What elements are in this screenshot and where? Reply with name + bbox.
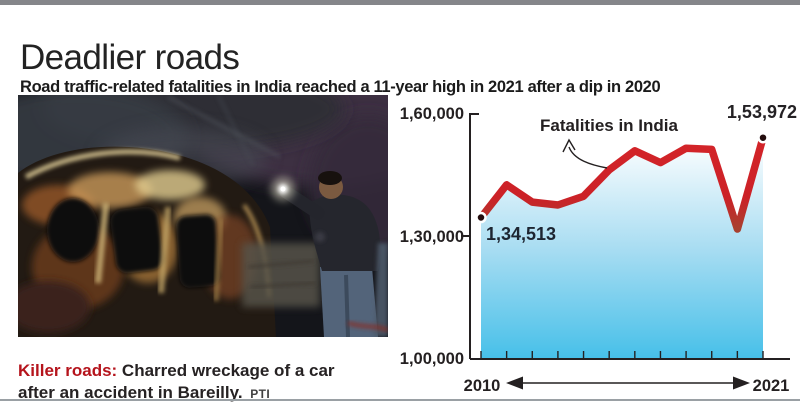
x-end-label: 2021 xyxy=(753,377,790,395)
x-range: 2010 2021 xyxy=(464,376,790,395)
jacket xyxy=(309,194,381,271)
accident-photo-illustration xyxy=(18,95,388,337)
jeans xyxy=(320,267,378,337)
data-point-2021 xyxy=(757,131,769,144)
series-label-arrow xyxy=(562,138,608,169)
range-arrow-left-head xyxy=(506,376,523,390)
caption-lead: Killer roads: xyxy=(18,361,118,380)
window-opening xyxy=(110,206,164,274)
jacket-logo xyxy=(315,232,325,242)
charred-car xyxy=(18,146,276,337)
last-value-label: 1,53,972 xyxy=(727,102,797,122)
flashlight-glow xyxy=(271,177,295,201)
caption-text: Charred wreckage of a car after an accid… xyxy=(18,361,335,403)
page-subtitle: Road traffic-related fatalities in India… xyxy=(20,77,661,96)
top-divider-bar xyxy=(0,0,800,5)
bystander-leg xyxy=(374,243,388,337)
first-value-label: 1,34,513 xyxy=(486,224,556,244)
range-arrow-right-head xyxy=(733,376,750,390)
accident-photo xyxy=(18,95,388,337)
hair xyxy=(318,171,342,185)
series-label: Fatalities in India xyxy=(540,116,678,135)
area-fill xyxy=(481,137,763,358)
x-axis-ticks xyxy=(480,351,764,359)
x-start-label: 2010 xyxy=(464,377,501,395)
y-tick-100000: 1,00,000 xyxy=(400,350,464,368)
data-point-2010 xyxy=(475,211,487,224)
y-axis xyxy=(461,113,479,359)
leg-shadow xyxy=(344,274,350,337)
fatalities-line xyxy=(477,133,767,233)
ember-streak xyxy=(347,321,388,332)
fatalities-line-chart: 1,60,000 1,30,000 1,00,000 Fatalities in… xyxy=(400,102,797,395)
stone-wall xyxy=(242,243,320,307)
fatalities-chart: 1,60,000 1,30,000 1,00,000 Fatalities in… xyxy=(398,100,800,400)
door-opening xyxy=(176,214,220,288)
y-tick-160000: 1,60,000 xyxy=(400,105,464,123)
bottom-divider-rule xyxy=(0,399,800,401)
page-title: Deadlier roads xyxy=(20,38,240,78)
photo-caption: Killer roads: Charred wreckage of a car … xyxy=(18,360,366,404)
window-opening xyxy=(47,198,99,262)
y-tick-130000: 1,30,000 xyxy=(400,228,464,246)
photo-credit: PTI xyxy=(250,387,271,402)
